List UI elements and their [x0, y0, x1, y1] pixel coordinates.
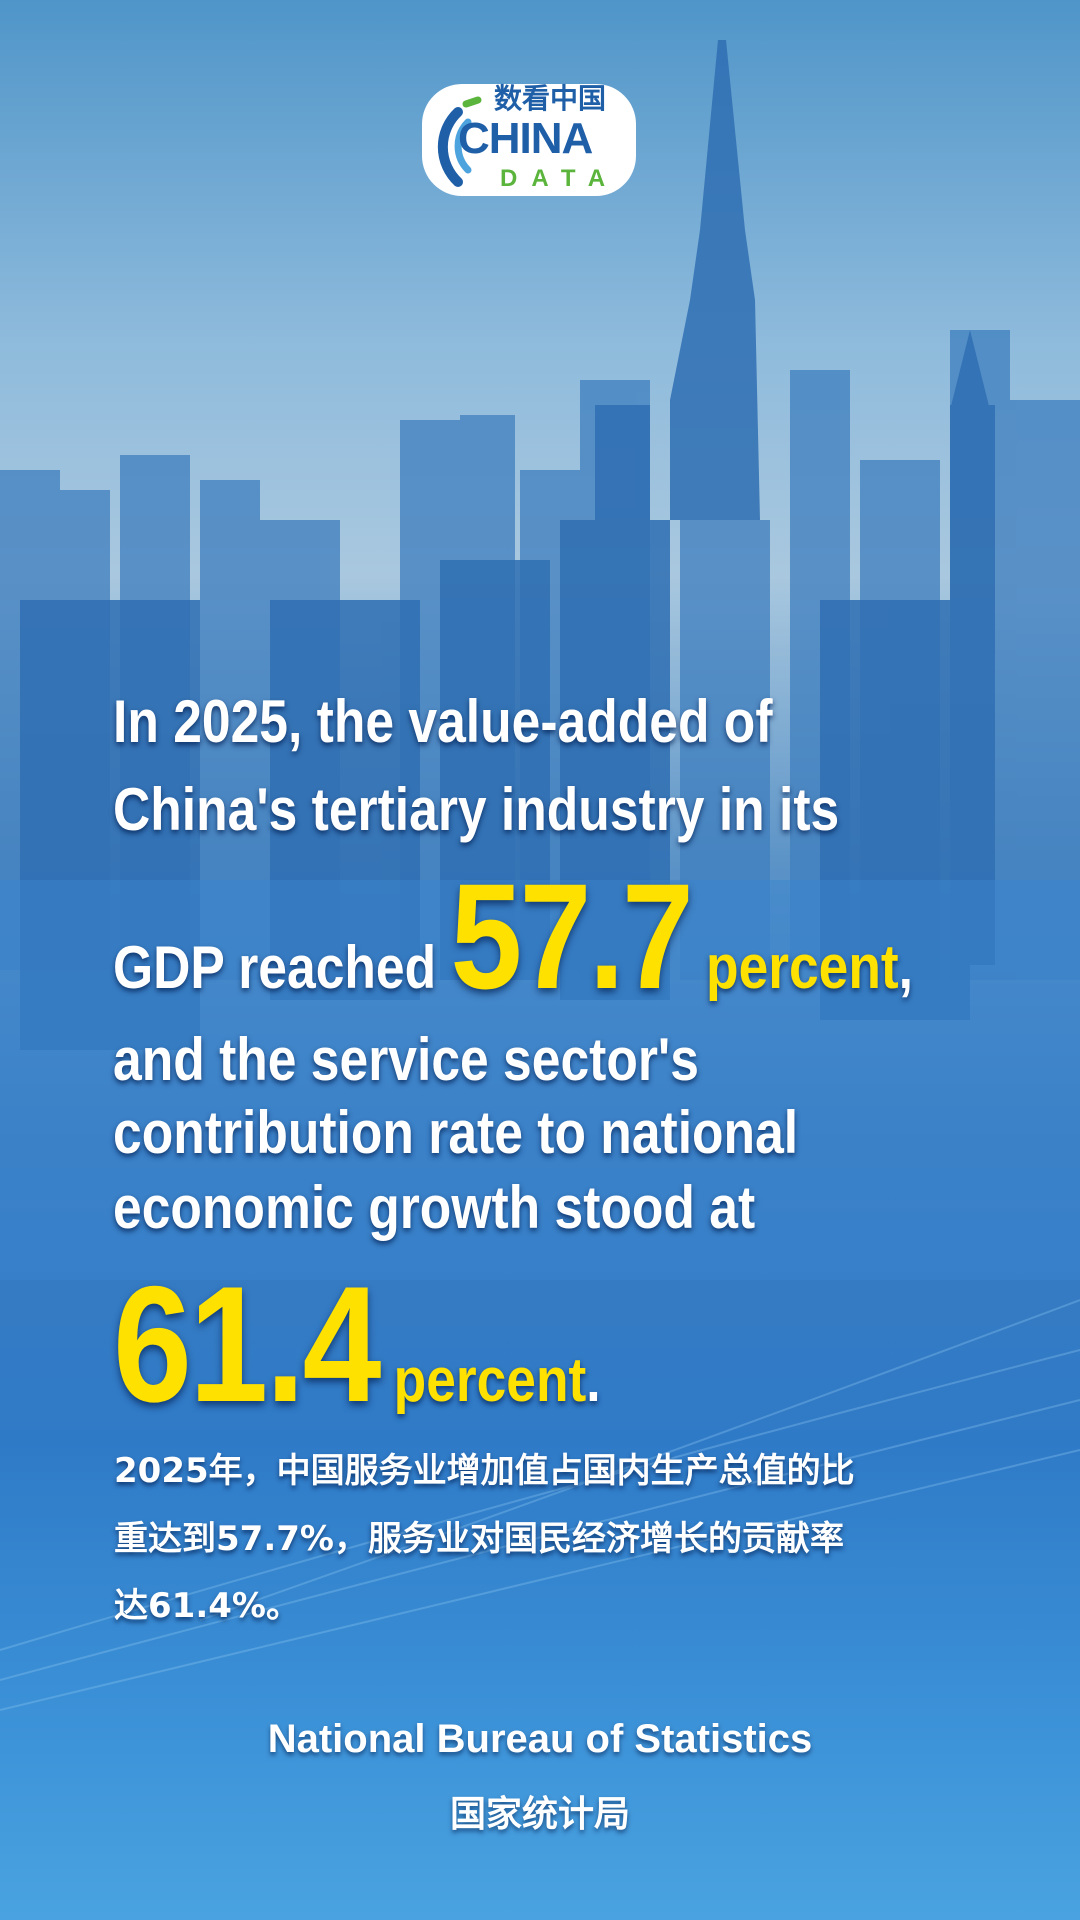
headline-line-7: 61.4 percent. [113, 1250, 601, 1439]
chinese-line-2: 重达到57.7%，服务业对国民经济增长的贡献率 [114, 1519, 844, 1559]
logo-cn-text: 数看中国 [494, 82, 607, 115]
headline-line-4: and the service sector's [113, 1026, 699, 1093]
source-cn: 国家统计局 [449, 1794, 630, 1835]
china-data-logo: 数看中国 CHINA DATA [418, 82, 640, 198]
chinese-line-3: 达61.4%。 [114, 1586, 300, 1626]
logo-data-text: DATA [500, 165, 620, 192]
signal-arc-icon [422, 84, 636, 196]
highlight-unit: percent [691, 933, 899, 1002]
headline-line-6: economic growth stood at [113, 1174, 756, 1241]
headline-text: , [898, 934, 914, 1001]
source-en: National Bureau of Statistics [267, 1717, 813, 1761]
chinese-line-1: 2025年，中国服务业增加值占国内生产总值的比 [114, 1451, 855, 1491]
headline-line-5: contribution rate to national [113, 1099, 799, 1166]
headline-text: GDP reached [113, 934, 451, 1001]
highlight-unit: percent [378, 1346, 587, 1415]
headline-line-1: In 2025, the value-added of [113, 688, 773, 755]
headline-line-3: GDP reached 57.7 percent, [113, 850, 913, 1023]
highlight-value-61-4: 61.4 [113, 1252, 381, 1436]
headline-text: . [586, 1347, 601, 1414]
headline-line-2: China's tertiary industry in its [113, 776, 840, 843]
highlight-value-57-7: 57.7 [450, 852, 693, 1020]
logo-china-text: CHINA [458, 114, 593, 163]
